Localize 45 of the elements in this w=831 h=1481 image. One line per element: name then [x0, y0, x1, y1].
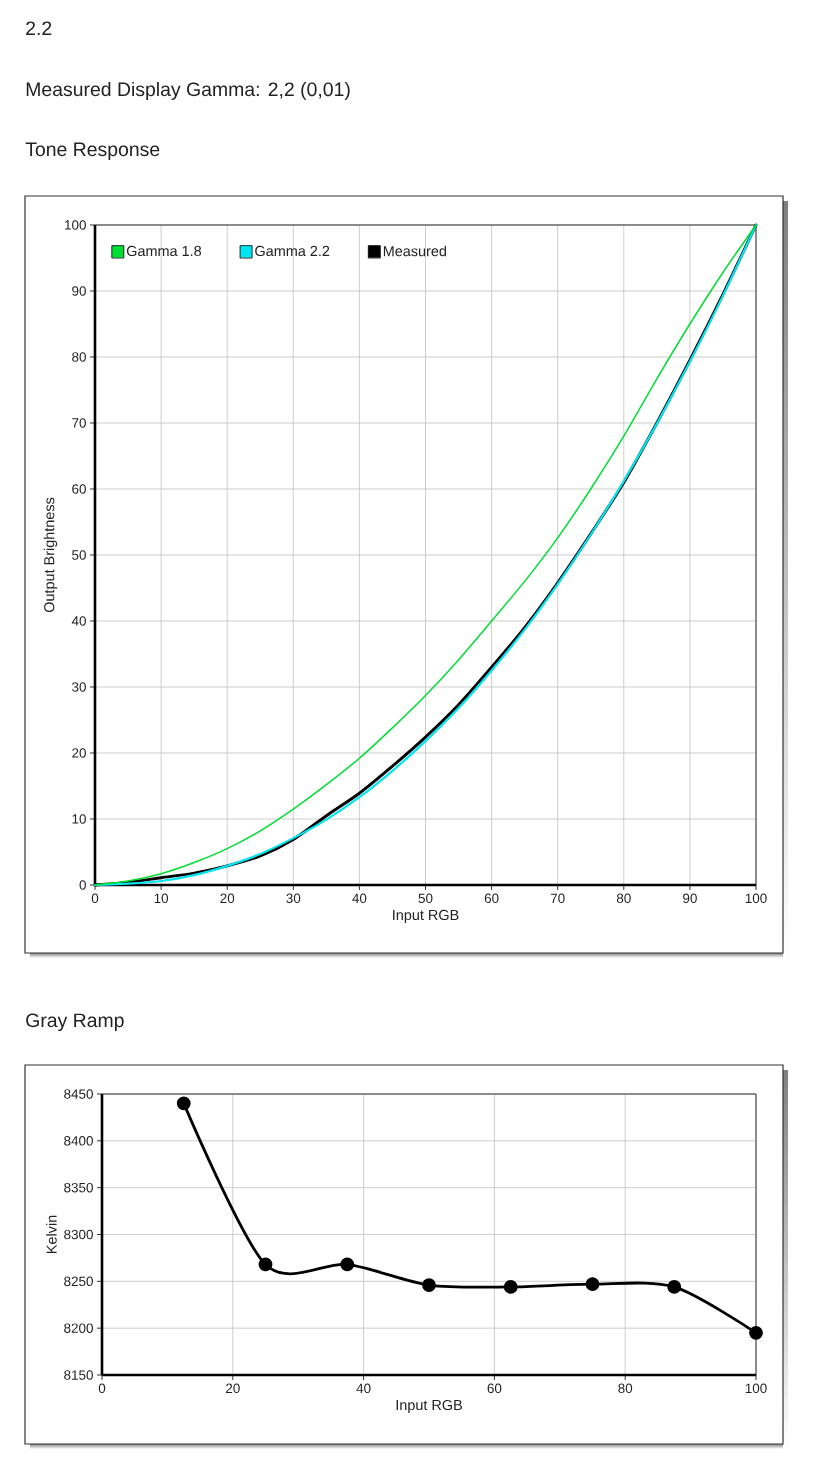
x-axis-title: Input RGB — [396, 1399, 462, 1413]
x-tick-label: 50 — [418, 893, 433, 904]
x-tick-label: 70 — [550, 893, 565, 904]
y-tick-label: 30 — [72, 682, 86, 692]
y-tick-label: 50 — [72, 550, 86, 560]
text: 2.2 — [26, 21, 52, 35]
y-tick-label: 8450 — [64, 1089, 93, 1099]
x-tick-label: 100 — [745, 1383, 767, 1394]
x-tick-label: 60 — [487, 1383, 502, 1394]
y-tick-label: 8300 — [64, 1229, 93, 1240]
x-axis-title: Input RGB — [393, 909, 459, 923]
legend-label: Gamma 1.8 — [126, 245, 202, 257]
x-tick-label: 60 — [484, 893, 499, 904]
text: Measured Display Gamma: 2,2 (0,01) — [26, 81, 350, 101]
x-tick-label: 80 — [618, 1383, 633, 1394]
y-tick-label: 90 — [72, 286, 86, 296]
x-tick-label: 100 — [745, 893, 767, 904]
y-tick-label: 40 — [71, 616, 86, 626]
y-tick-label: 8250 — [64, 1276, 93, 1287]
x-tick-label: 40 — [352, 893, 367, 904]
y-axis-title: Kelvin — [46, 1215, 57, 1253]
y-tick-label: 8200 — [64, 1323, 93, 1333]
x-tick-label: 10 — [154, 893, 169, 904]
y-tick-label: 8400 — [64, 1136, 93, 1146]
y-tick-label: 10 — [72, 814, 86, 824]
chart-title: Tone Response — [25, 142, 160, 161]
y-tick-label: 60 — [72, 484, 86, 494]
x-tick-label: 0 — [98, 1383, 106, 1394]
x-tick-label: 40 — [356, 1383, 371, 1394]
chart-title: Gray Ramp — [26, 1013, 124, 1032]
x-tick-label: 30 — [286, 893, 301, 904]
y-tick-label: 0 — [79, 880, 86, 890]
y-tick-label: 8150 — [64, 1370, 93, 1380]
y-tick-label: 100 — [65, 220, 86, 230]
y-tick-label: 80 — [72, 352, 86, 362]
y-tick-label: 8350 — [64, 1182, 93, 1193]
x-tick-label: 90 — [683, 893, 697, 904]
y-tick-label: 20 — [72, 748, 86, 758]
x-tick-label: 20 — [225, 1383, 240, 1394]
x-tick-label: 20 — [220, 893, 235, 904]
y-tick-label: 70 — [72, 418, 86, 428]
legend-label: Measured — [383, 245, 447, 257]
legend-label: Gamma 2.2 — [255, 245, 330, 257]
x-tick-label: 80 — [616, 893, 631, 904]
y-axis-title: Output Brightness — [43, 497, 58, 613]
